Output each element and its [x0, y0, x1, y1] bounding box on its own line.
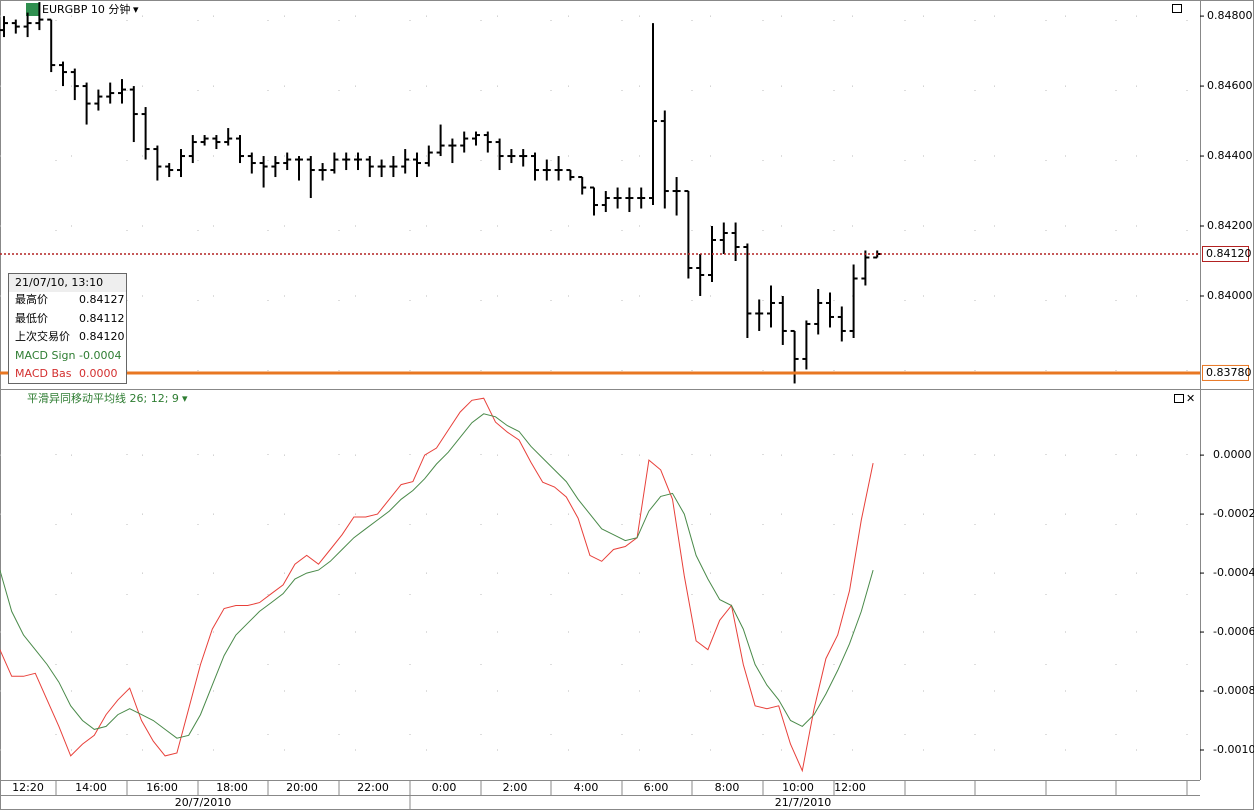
macd-line [0, 413, 874, 739]
price-title: EURGBP 10 分钟 [42, 2, 130, 16]
x-tick-label: 16:00 [146, 781, 178, 794]
close-button[interactable]: ✕ [1186, 392, 1195, 405]
info-value: 0.0000 [79, 367, 118, 380]
x-tick-label: 6:00 [644, 781, 669, 794]
price-level-label: 0.83780 [1206, 366, 1252, 379]
info-value: 0.84112 [79, 312, 125, 325]
info-label: 最低价 [15, 312, 48, 325]
dropdown-arrow[interactable]: ▾ [182, 392, 188, 405]
info-time: 21/07/10, 13:10 [15, 276, 103, 289]
price-level-box [1202, 364, 1249, 381]
maximize-button[interactable] [1172, 4, 1182, 13]
x-tick-label: 18:00 [216, 781, 248, 794]
macd-line [0, 397, 874, 773]
info-label: MACD Bas [15, 367, 72, 380]
symbol-icon[interactable] [26, 3, 39, 16]
x-tick-label: 20:00 [286, 781, 318, 794]
x-tick-label: 12:20 [12, 781, 44, 794]
info-value: 0.84127 [79, 293, 125, 306]
macd-title: 平滑异同移动平均线 26; 12; 9 [27, 391, 179, 405]
x-tick-label: 22:00 [357, 781, 389, 794]
x-tick-label: 10:00 [782, 781, 814, 794]
price-level-box [1202, 246, 1249, 263]
price-level-label: 0.84120 [1206, 247, 1252, 260]
info-value: 0.84120 [79, 330, 125, 343]
y-tick-label: -0.0008 [1213, 684, 1254, 697]
y-tick-label: 0.84000 [1207, 289, 1253, 302]
info-label: MACD Sign [15, 349, 75, 362]
y-tick-label: 0.84800 [1207, 9, 1253, 22]
x-tick-label: 8:00 [715, 781, 740, 794]
info-header [9, 274, 126, 292]
date-label: 20/7/2010 [175, 796, 231, 809]
info-box: 21/07/10, 13:10 最高价 0.84127 最低价 0.84112 上次交易… [8, 273, 127, 384]
y-tick-label: -0.0004 [1213, 566, 1254, 579]
y-tick-label: 0.0000 [1213, 448, 1252, 461]
info-label: 最高价 [15, 292, 48, 306]
dropdown-arrow[interactable]: ▾ [133, 3, 139, 16]
maximize-button[interactable] [1174, 394, 1184, 403]
y-tick-label: -0.0006 [1213, 625, 1254, 638]
y-tick-label: 0.84200 [1207, 219, 1253, 232]
y-tick-label: 0.84600 [1207, 79, 1253, 92]
date-label: 21/7/2010 [775, 796, 831, 809]
x-tick-label: 2:00 [503, 781, 528, 794]
x-tick-label: 12:00 [834, 781, 866, 794]
y-tick-label: -0.0002 [1213, 507, 1254, 520]
info-value: -0.0004 [79, 349, 121, 362]
y-tick-label: -0.0010 [1213, 743, 1254, 756]
x-tick-label: 14:00 [75, 781, 107, 794]
x-tick-label: 4:00 [574, 781, 599, 794]
y-tick-label: 0.84400 [1207, 149, 1253, 162]
x-tick-label: 0:00 [432, 781, 457, 794]
info-label: 上次交易价 [15, 329, 70, 343]
